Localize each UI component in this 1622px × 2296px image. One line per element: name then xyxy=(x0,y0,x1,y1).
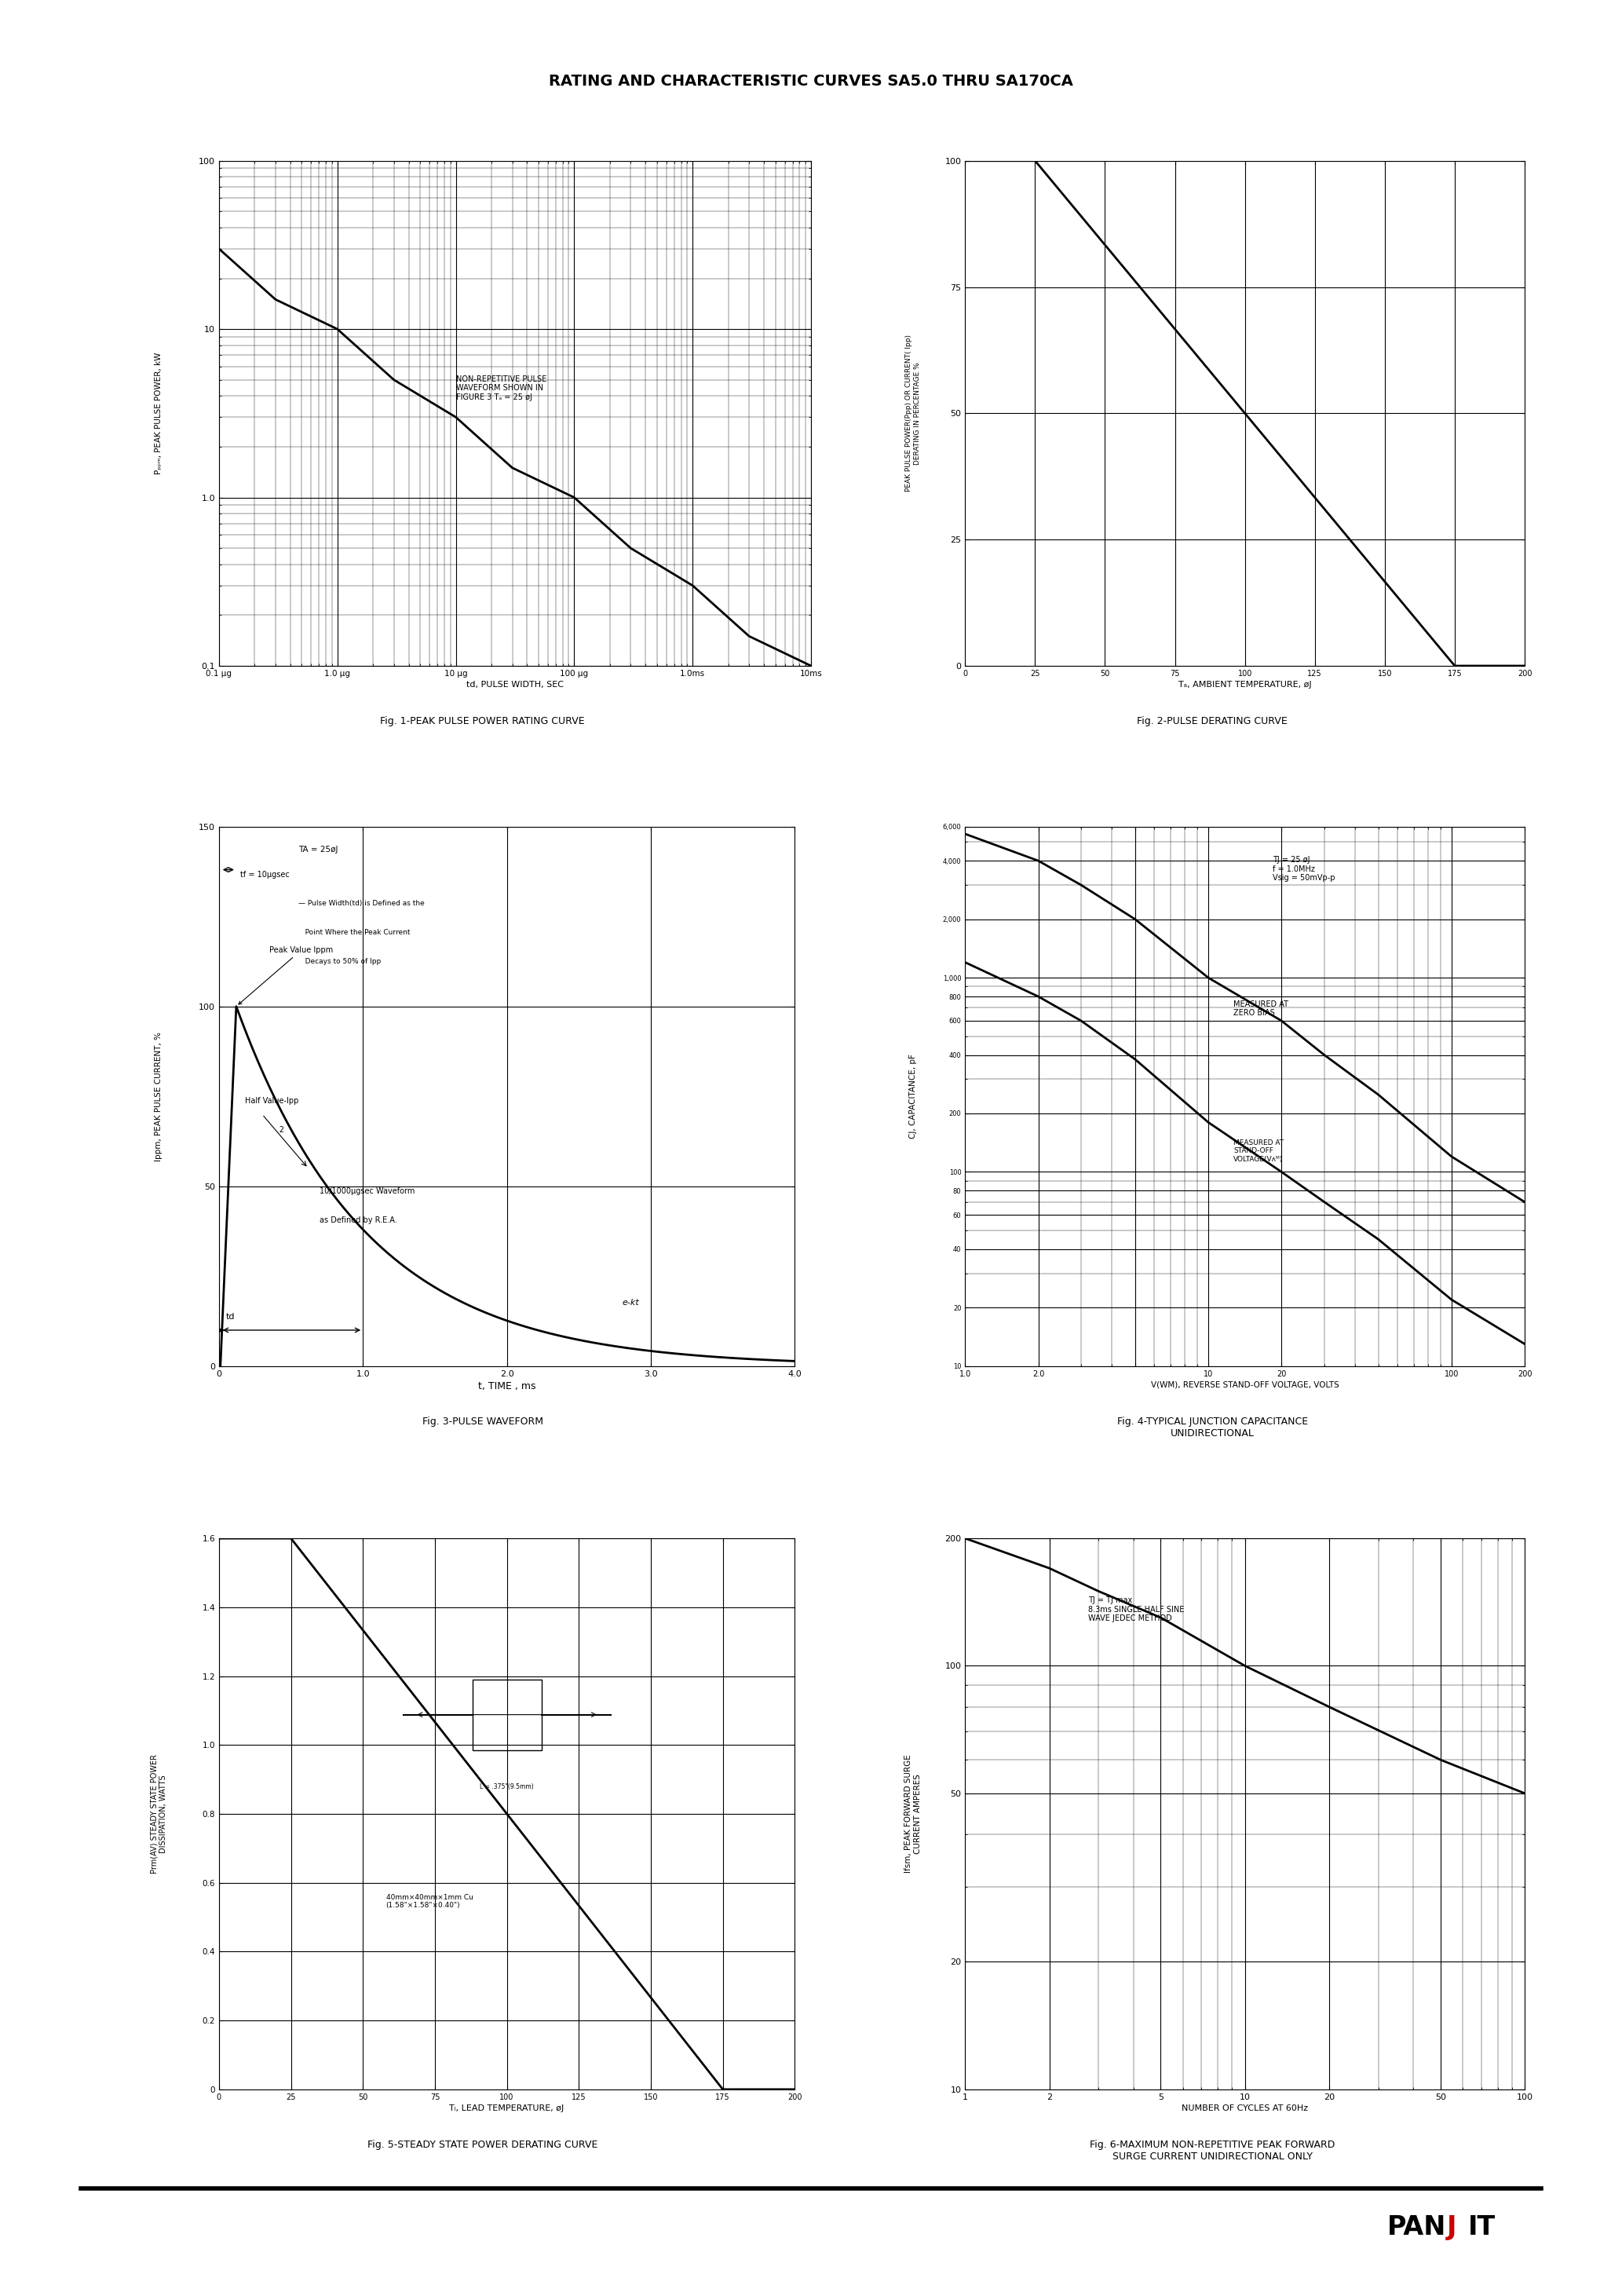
Text: Peak Value Ippm: Peak Value Ippm xyxy=(238,946,333,1003)
Text: 40mm×40mm×1mm Cu
(1.58"×1.58"×0.40"): 40mm×40mm×1mm Cu (1.58"×1.58"×0.40") xyxy=(386,1894,474,1908)
Text: Ippm, PEAK PULSE CURRENT, %: Ippm, PEAK PULSE CURRENT, % xyxy=(156,1031,162,1162)
Text: ►: ► xyxy=(219,1327,225,1334)
Text: PAN: PAN xyxy=(1387,2213,1445,2241)
Text: Fig. 6-MAXIMUM NON-REPETITIVE PEAK FORWARD
SURGE CURRENT UNIDIRECTIONAL ONLY: Fig. 6-MAXIMUM NON-REPETITIVE PEAK FORWA… xyxy=(1090,2140,1335,2163)
Text: CJ, CAPACITANCE, pF: CJ, CAPACITANCE, pF xyxy=(910,1054,916,1139)
Text: TJ = TJ max
8.3ms SINGLE HALF SINE
WAVE JEDEC METHOD: TJ = TJ max 8.3ms SINGLE HALF SINE WAVE … xyxy=(1088,1596,1184,1623)
Text: TJ = 25 øJ
f = 1.0MHz
Vsig = 50mVp-p: TJ = 25 øJ f = 1.0MHz Vsig = 50mVp-p xyxy=(1273,856,1335,882)
Text: Prm(AV) STEADY STATE POWER
DISSIPATION, WATTS: Prm(AV) STEADY STATE POWER DISSIPATION, … xyxy=(151,1754,167,1874)
Text: Decays to 50% of Ipp: Decays to 50% of Ipp xyxy=(298,957,381,964)
X-axis label: td, PULSE WIDTH, SEC: td, PULSE WIDTH, SEC xyxy=(466,682,564,689)
X-axis label: V(WM), REVERSE STAND-OFF VOLTAGE, VOLTS: V(WM), REVERSE STAND-OFF VOLTAGE, VOLTS xyxy=(1150,1382,1340,1389)
Text: Ifsm, PEAK FORWARD SURGE
CURRENT AMPERES: Ifsm, PEAK FORWARD SURGE CURRENT AMPERES xyxy=(905,1754,921,1874)
Text: TA = 25øJ: TA = 25øJ xyxy=(298,845,337,854)
Text: RATING AND CHARACTERISTIC CURVES SA5.0 THRU SA170CA: RATING AND CHARACTERISTIC CURVES SA5.0 T… xyxy=(548,73,1074,87)
Text: Fig. 1-PEAK PULSE POWER RATING CURVE: Fig. 1-PEAK PULSE POWER RATING CURVE xyxy=(380,716,586,726)
Text: MEASURED AT
STAND-OFF
VOLTAGE(Vᴧᴹ): MEASURED AT STAND-OFF VOLTAGE(Vᴧᴹ) xyxy=(1234,1139,1285,1162)
Text: as Defined by R.E.A.: as Defined by R.E.A. xyxy=(320,1217,397,1224)
Text: MEASURED AT
ZERO BIAS: MEASURED AT ZERO BIAS xyxy=(1234,1001,1288,1017)
Text: IT: IT xyxy=(1468,2213,1495,2241)
Text: PEAK PULSE POWER(Ppp) OR CURRENT( Ipp)
DERATING IN PERCENTAGE %: PEAK PULSE POWER(Ppp) OR CURRENT( Ipp) D… xyxy=(905,335,921,491)
Text: Point Where the Peak Current: Point Where the Peak Current xyxy=(298,930,410,937)
X-axis label: t, TIME , ms: t, TIME , ms xyxy=(478,1382,535,1391)
Text: Fig. 3-PULSE WAVEFORM: Fig. 3-PULSE WAVEFORM xyxy=(422,1417,543,1426)
Text: J: J xyxy=(1447,2213,1457,2241)
Text: td: td xyxy=(225,1313,235,1320)
Text: — Pulse Width(td) is Defined as the: — Pulse Width(td) is Defined as the xyxy=(298,900,425,907)
Text: e-kt: e-kt xyxy=(623,1300,639,1306)
X-axis label: Tₗ, LEAD TEMPERATURE, øJ: Tₗ, LEAD TEMPERATURE, øJ xyxy=(449,2105,564,2112)
Text: Fig. 4-TYPICAL JUNCTION CAPACITANCE
UNIDIRECTIONAL: Fig. 4-TYPICAL JUNCTION CAPACITANCE UNID… xyxy=(1118,1417,1307,1440)
Text: tf = 10μgsec: tf = 10μgsec xyxy=(240,870,290,879)
Text: Pₚₚₘ, PEAK PULSE POWER, kW: Pₚₚₘ, PEAK PULSE POWER, kW xyxy=(156,351,162,475)
Text: 10/1000μgsec Waveform: 10/1000μgsec Waveform xyxy=(320,1187,415,1194)
X-axis label: Tₐ, AMBIENT TEMPERATURE, øJ: Tₐ, AMBIENT TEMPERATURE, øJ xyxy=(1178,682,1312,689)
Text: Fig. 2-PULSE DERATING CURVE: Fig. 2-PULSE DERATING CURVE xyxy=(1137,716,1288,726)
X-axis label: NUMBER OF CYCLES AT 60Hz: NUMBER OF CYCLES AT 60Hz xyxy=(1182,2105,1307,2112)
Text: 2: 2 xyxy=(245,1125,284,1134)
Text: Fig. 5-STEADY STATE POWER DERATING CURVE: Fig. 5-STEADY STATE POWER DERATING CURVE xyxy=(367,2140,599,2149)
Text: Half Value-Ipp: Half Value-Ipp xyxy=(245,1097,298,1104)
Text: NON-REPETITIVE PULSE
WAVEFORM SHOWN IN
FIGURE 3 Tₐ = 25 øJ: NON-REPETITIVE PULSE WAVEFORM SHOWN IN F… xyxy=(456,374,547,402)
